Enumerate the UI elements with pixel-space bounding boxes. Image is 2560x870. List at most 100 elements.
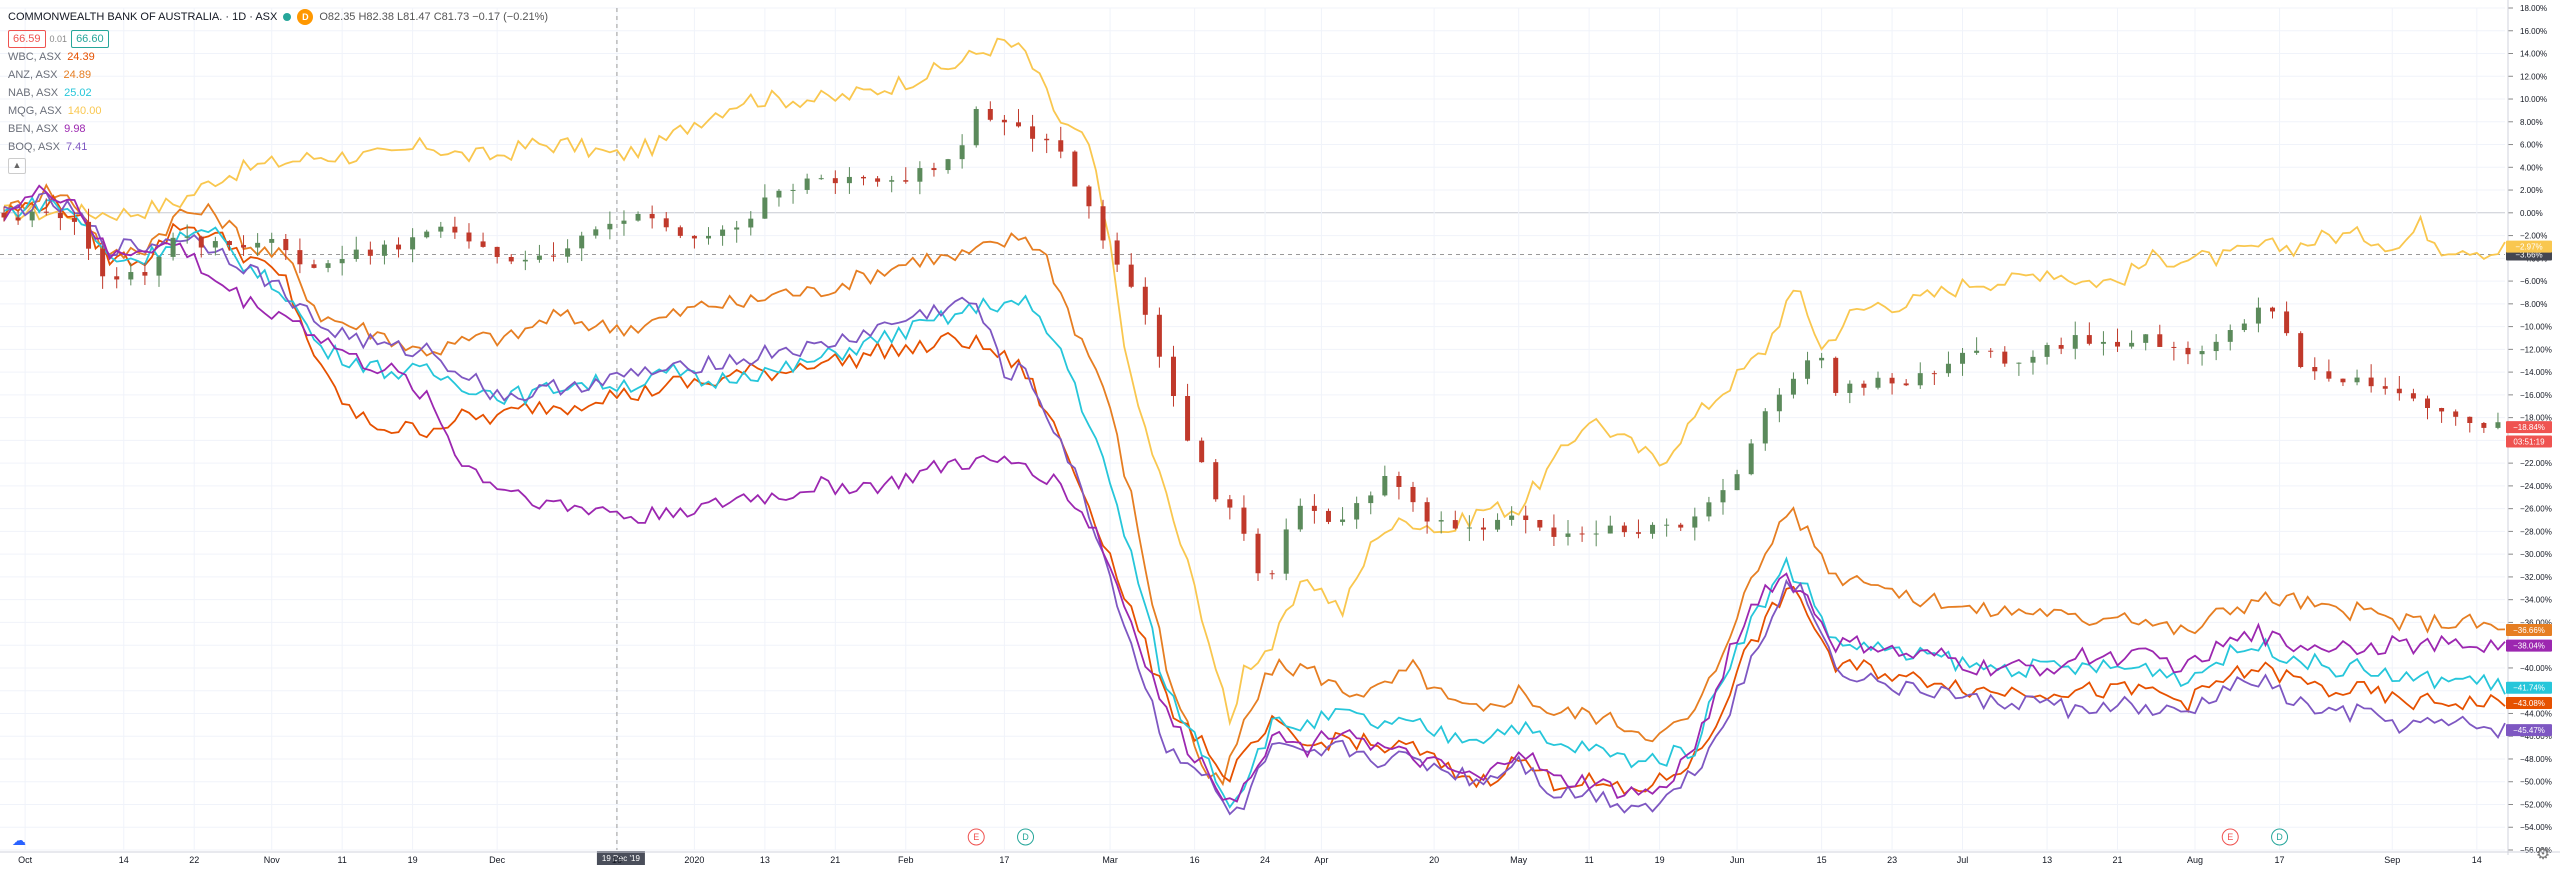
- candle-body: [1805, 360, 1811, 379]
- candle-body: [2326, 371, 2332, 379]
- candle-body: [889, 180, 895, 182]
- x-tick-label: Nov: [264, 855, 281, 865]
- candle-body: [2129, 342, 2135, 347]
- candle-body: [1466, 527, 1472, 529]
- candle-body: [325, 263, 331, 268]
- candle-body: [1734, 474, 1740, 491]
- candle-body: [1551, 527, 1557, 537]
- sell-button[interactable]: 66.59: [8, 30, 46, 48]
- crosshair-date: 19 Dec '19: [602, 854, 641, 863]
- candle-body: [2030, 356, 2036, 363]
- y-tick-label: −52.00%: [2520, 800, 2552, 809]
- event-label: E: [2227, 832, 2233, 842]
- candle-body: [424, 231, 430, 238]
- candle-body: [1382, 476, 1388, 496]
- comparison-item[interactable]: MQG, ASX 140.00: [8, 102, 548, 120]
- candle-body: [917, 168, 923, 182]
- series-line-ben: [3, 184, 2506, 803]
- x-tick-label: 16: [612, 855, 622, 865]
- candle-body: [706, 235, 712, 239]
- main-candles: [1, 101, 2501, 581]
- comparison-value: 25.02: [64, 87, 92, 99]
- chart-legend: COMMONWEALTH BANK OF AUSTRALIA. · 1D · A…: [8, 8, 548, 174]
- candle-body: [691, 235, 697, 239]
- candle-body: [1692, 516, 1698, 528]
- candle-body: [1988, 350, 1994, 352]
- candle-body: [184, 236, 190, 238]
- candle-body: [2354, 377, 2360, 383]
- candle-body: [212, 241, 218, 248]
- candle-body: [1762, 411, 1768, 444]
- crosshair-date-box: [596, 851, 645, 865]
- candle-body: [621, 220, 627, 224]
- candle-body: [1579, 533, 1585, 535]
- ohlc-values: O82.35 H82.38 L81.47 C81.73 −0.17 (−0.21…: [319, 11, 549, 23]
- candle-body: [1001, 119, 1007, 123]
- candle-body: [410, 237, 416, 250]
- y-tick-label: −54.00%: [2520, 823, 2552, 832]
- candle-body: [579, 235, 585, 249]
- candle-body: [536, 255, 542, 260]
- candle-body: [2072, 335, 2078, 349]
- series-line-wbc: [3, 194, 2506, 796]
- y-tick-label: −50.00%: [2520, 778, 2552, 787]
- comparison-item[interactable]: BEN, ASX 9.98: [8, 120, 548, 138]
- candle-body: [114, 276, 120, 280]
- price-label: −43.08%: [2513, 699, 2545, 708]
- candle-body: [2002, 351, 2008, 364]
- comparison-item[interactable]: WBC, ASX 24.39: [8, 48, 548, 66]
- y-tick-label: 4.00%: [2520, 163, 2543, 172]
- price-label-box: [2506, 696, 2552, 709]
- x-tick-label: 17: [2275, 855, 2285, 865]
- chevron-up-icon[interactable]: ▲: [8, 158, 26, 174]
- candle-body: [15, 217, 21, 221]
- y-tick-label: 8.00%: [2520, 118, 2543, 127]
- comparison-name: NAB, ASX: [8, 87, 59, 99]
- buy-button[interactable]: 66.60: [71, 30, 109, 48]
- candle-body: [283, 238, 289, 251]
- event-label: D: [1022, 832, 1029, 842]
- y-tick-label: 2.00%: [2520, 186, 2543, 195]
- candle-body: [367, 249, 373, 256]
- y-tick-label: 6.00%: [2520, 141, 2543, 150]
- price-labels: −3.66% −18.84% 03:51:19 −36.66% −38.04% −41.7…: [2506, 240, 2552, 737]
- x-tick-label: Jul: [1957, 855, 1969, 865]
- candle-body: [2185, 347, 2191, 355]
- comparison-value: 7.41: [65, 141, 88, 153]
- comparison-item[interactable]: ANZ, ASX 24.89: [8, 66, 548, 84]
- comparison-series: [3, 37, 2506, 816]
- candle-body: [720, 229, 726, 236]
- candle-body: [466, 232, 472, 242]
- x-tick-label: Feb: [898, 855, 914, 865]
- x-tick-label: 15: [1817, 855, 1827, 865]
- candle-body: [128, 272, 134, 280]
- comparison-name: ANZ, ASX: [8, 69, 58, 81]
- candle-body: [2241, 323, 2247, 331]
- cloud-icon[interactable]: ☁: [12, 832, 26, 848]
- candle-body: [1607, 525, 1613, 534]
- symbol-title[interactable]: COMMONWEALTH BANK OF AUSTRALIA. · 1D · A…: [8, 11, 278, 23]
- comparison-name: WBC, ASX: [8, 51, 62, 63]
- x-tick-label: Dec: [489, 855, 506, 865]
- comparison-name: BOQ, ASX: [8, 141, 60, 153]
- candle-body: [607, 223, 613, 230]
- x-tick-label: 11: [337, 855, 346, 865]
- comparison-item[interactable]: NAB, ASX 25.02: [8, 84, 548, 102]
- candle-body: [1452, 520, 1458, 529]
- y-tick-label: −28.00%: [2520, 527, 2552, 536]
- candle-body: [1565, 533, 1571, 537]
- comparison-item[interactable]: BOQ, ASX 7.41: [8, 138, 548, 156]
- x-tick-label: Oct: [18, 855, 33, 865]
- x-tick-label: 21: [2113, 855, 2123, 865]
- candle-body: [2495, 422, 2501, 428]
- series-line-nab: [3, 195, 2506, 809]
- price-label: −45.47%: [2513, 726, 2545, 735]
- candle-body: [1790, 378, 1796, 395]
- gear-icon[interactable]: ⚙: [2535, 846, 2551, 863]
- y-tick-label: 16.00%: [2520, 27, 2547, 36]
- y-tick-label: −40.00%: [2520, 664, 2552, 673]
- candle-body: [1861, 383, 1867, 388]
- y-tick-label: −24.00%: [2520, 482, 2552, 491]
- candle-body: [1030, 126, 1036, 139]
